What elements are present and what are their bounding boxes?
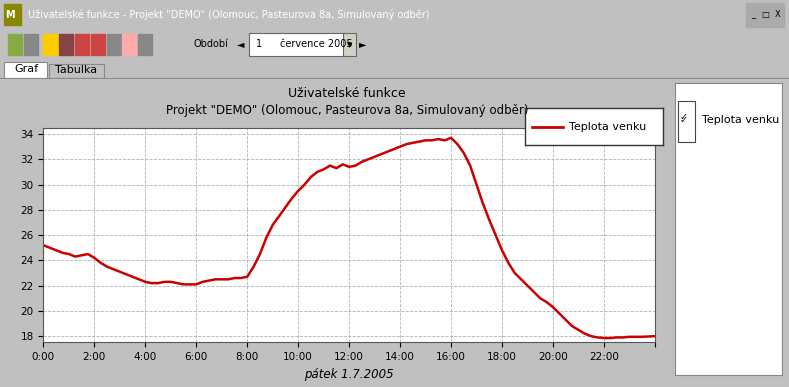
Text: Graf: Graf [14,64,38,74]
Bar [138,34,152,55]
Bar [59,34,73,55]
Text: ✓: ✓ [680,115,688,125]
Bar [8,34,22,55]
Text: Projekt "DEMO" (Olomouc, Pasteurova 8a, Simulovaný odběr): Projekt "DEMO" (Olomouc, Pasteurova 8a, … [166,104,529,118]
Text: Tabulka: Tabulka [55,65,98,75]
Bar [249,33,347,56]
Bar [49,63,104,78]
Text: ✓: ✓ [680,112,688,122]
Text: ►: ► [359,39,367,49]
Bar [122,34,136,55]
Bar [107,34,121,55]
Bar [91,34,105,55]
Text: ◄: ◄ [237,39,245,49]
Text: Teplota venku: Teplota venku [702,115,780,125]
Bar [4,5,21,25]
Bar [343,33,356,56]
Bar [75,34,89,55]
Text: M: M [5,10,14,20]
Text: 1: 1 [256,39,263,49]
Text: Období: Období [193,39,228,49]
Text: července 2005: července 2005 [280,39,353,49]
Text: Uživatelské funkce: Uživatelské funkce [288,87,406,100]
Text: Teplota venku: Teplota venku [569,122,646,132]
Text: _: _ [750,10,755,19]
Bar [759,3,772,27]
Bar [24,34,38,55]
Bar [746,3,759,27]
FancyBboxPatch shape [4,62,47,78]
X-axis label: pátek 1.7.2005: pátek 1.7.2005 [305,368,394,381]
Text: Uživatelské funkce - Projekt "DEMO" (Olomouc, Pasteurova 8a, Simulovaný odběr): Uživatelské funkce - Projekt "DEMO" (Olo… [28,9,429,21]
Bar [678,101,694,142]
Bar [43,34,58,55]
Text: ▼: ▼ [347,42,352,48]
Bar [772,3,784,27]
Text: X: X [775,10,781,19]
Text: □: □ [761,10,769,19]
